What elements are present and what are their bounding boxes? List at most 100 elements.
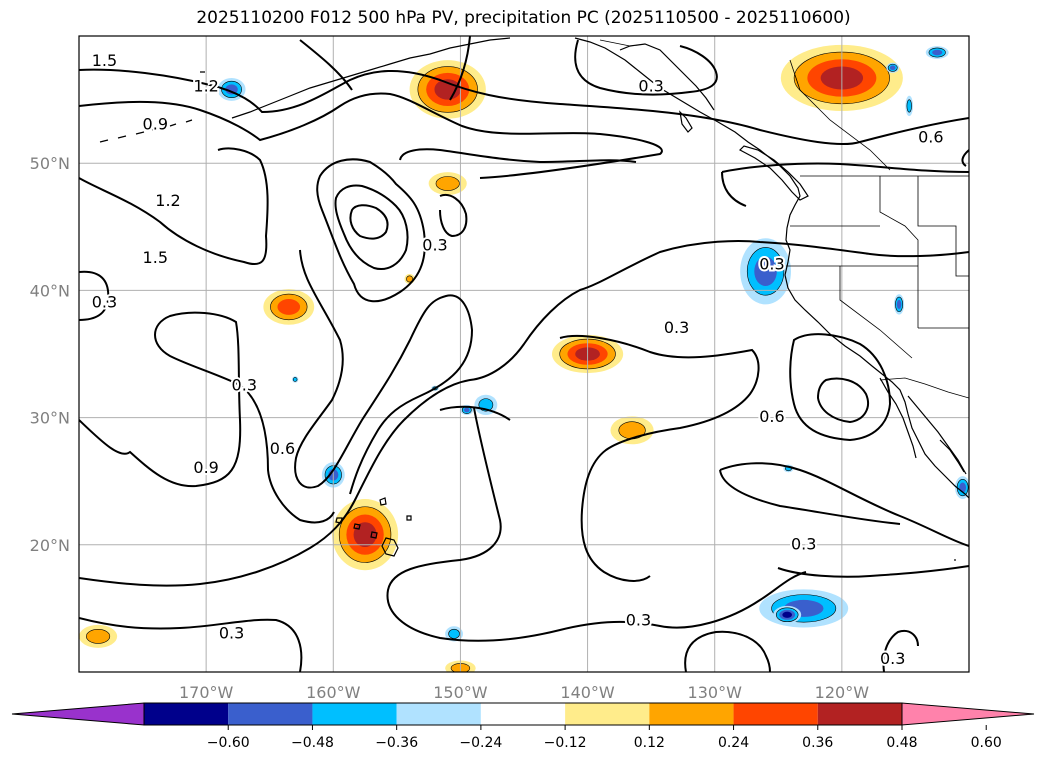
negative-precip-anomaly [217, 77, 246, 101]
latitude-label: 30°N [30, 409, 70, 428]
pv-contour-label: 1.2 [193, 76, 218, 95]
colorbar-tick-label: −0.60 [207, 735, 250, 751]
precip-shade-level [754, 256, 777, 287]
colorbar-bin [817, 703, 902, 725]
pv-contour-label: 0.3 [626, 611, 651, 630]
montana-wyoming-border [917, 176, 969, 277]
precip-shade-level [86, 629, 111, 644]
pv-contour [386, 407, 807, 642]
precipitation-shading [79, 44, 969, 672]
hawaii-big-island [381, 537, 399, 557]
pv-contour [449, 36, 471, 101]
colorbar-tick-label: 0.36 [802, 735, 833, 751]
pv-contour [721, 171, 747, 207]
idaho-border [879, 176, 919, 266]
pv-contour [79, 311, 335, 524]
pv-contour-label: 0.3 [664, 318, 689, 337]
precip-shade-level [906, 99, 912, 113]
colorbar-tick-label: −0.48 [291, 735, 334, 751]
pv-contour-label: 0.3 [638, 76, 663, 95]
positive-precip-anomaly [79, 624, 118, 648]
hawaii-nw-islands [379, 497, 412, 521]
pv-contour-label: 1.5 [92, 51, 117, 70]
negative-precip-anomaly [445, 626, 463, 642]
pv-contour-label: 0.3 [219, 623, 244, 642]
pv-contour [721, 162, 969, 173]
negative-precip-anomaly [905, 95, 914, 117]
positive-precip-anomaly [610, 416, 654, 445]
precip-shade-level [448, 628, 460, 639]
pv-contour [399, 148, 637, 164]
pv-contours [79, 36, 969, 672]
colorbar-bin [396, 703, 481, 725]
pv-contour [439, 194, 468, 238]
alaska-panhandle-coast [619, 43, 715, 111]
pv-contour [79, 240, 969, 587]
longitude-label: 170°W [179, 683, 234, 702]
precip-shade-level [896, 299, 902, 309]
colorbar-extend-max [901, 702, 1035, 726]
colorbar-bin [480, 703, 566, 725]
latitude-labels: 50°N 40°N 30°N 20°N [30, 154, 70, 555]
pv-contour [777, 565, 969, 578]
precip-shade-level [353, 522, 377, 548]
pv-contour-label: 0.6 [270, 439, 295, 458]
colorbar-tick-label: −0.24 [459, 735, 502, 751]
colorbar-tick-label: −0.36 [375, 735, 418, 751]
mexico-coast-south [939, 439, 965, 473]
precip-shade-level [435, 176, 460, 191]
pv-contour-label: 0.3 [422, 235, 447, 254]
pv-contour [882, 630, 919, 672]
pv-contour [684, 630, 771, 672]
alaska-coastline [231, 37, 511, 119]
colorbar-bin [565, 703, 650, 725]
latitude-label: 20°N [30, 536, 70, 555]
precip-shade-level [277, 299, 301, 315]
longitude-label: 150°W [433, 683, 488, 702]
colorbar-outline [143, 702, 903, 726]
pv-contour [961, 149, 969, 167]
hawaii-maui [370, 531, 378, 539]
pv-contour [79, 92, 663, 179]
pv-contour [79, 68, 969, 146]
pv-contour-label: 0.9 [143, 115, 168, 134]
positive-precip-anomaly [409, 60, 486, 119]
pv-contour-label: 0.3 [232, 375, 257, 394]
colorbar-bin [733, 703, 818, 725]
pv-contour [719, 462, 969, 547]
precip-shade-level [782, 611, 793, 618]
precip-shade-level [889, 65, 896, 71]
longitude-label: 140°W [560, 683, 615, 702]
negative-precip-anomaly [886, 62, 900, 73]
baja-peninsula-coastline [879, 377, 917, 459]
longitude-label: 160°W [306, 683, 361, 702]
vancouver-island [739, 145, 809, 201]
colorbar-tick-label: 0.24 [718, 735, 749, 751]
lat-lon-gridlines [79, 36, 969, 672]
positive-precip-anomaly [332, 499, 399, 571]
colorbar-extend-min [11, 702, 145, 726]
pv-contour-label: 0.6 [759, 407, 784, 426]
political-borders [599, 39, 969, 399]
pv-contour [79, 617, 303, 672]
pv-contour [334, 184, 409, 270]
coastlines [99, 37, 969, 561]
alaska-canada-border [599, 39, 631, 47]
bc-alberta-border [789, 59, 891, 171]
precip-shade-level [463, 407, 470, 413]
north-america-coastline [574, 37, 969, 499]
pv-contour-label: 0.9 [193, 458, 218, 477]
precip-shade-level [406, 275, 414, 283]
california-nevada-border [839, 266, 913, 359]
negative-precip-anomaly [291, 376, 299, 383]
colorbar-tick-label: −0.12 [544, 735, 587, 751]
hawaii-oahu [353, 523, 361, 530]
negative-precip-anomaly [773, 605, 802, 624]
pv-contour-label: 1.5 [143, 248, 168, 267]
pv-contour-label: 0.6 [918, 127, 943, 146]
latitude-label: 40°N [30, 281, 70, 300]
precip-shade-level [292, 377, 298, 382]
pv-contour [79, 270, 110, 321]
pv-contour-label: 0.3 [880, 649, 905, 668]
